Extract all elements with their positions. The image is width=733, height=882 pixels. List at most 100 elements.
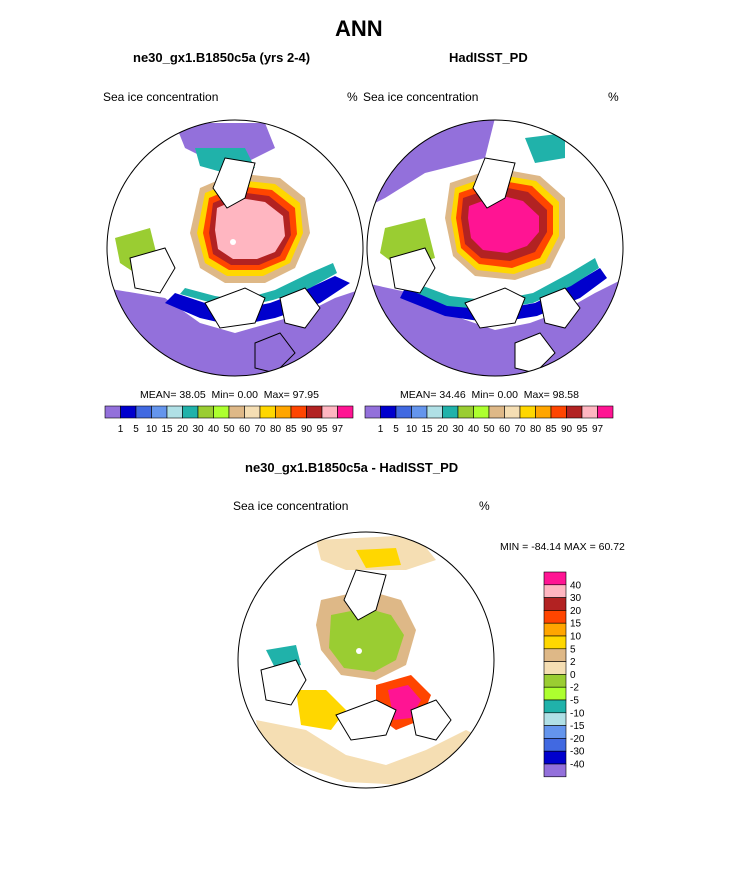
panel1-mean-value: 38.05 (179, 389, 206, 401)
panel1-left-label: Sea ice concentration (103, 90, 219, 104)
panel2-colorbar-swatch (380, 405, 397, 419)
panel3-colorbar-swatch (543, 571, 567, 586)
panel3-colorbar-swatch (543, 725, 567, 739)
panel1-colorbar-tick-label: 90 (301, 424, 313, 435)
panel2-ice-edge-blue (400, 268, 607, 323)
panel3-colorbar-swatch (543, 622, 567, 637)
panel1-colorbar-tick-label: 10 (146, 424, 158, 435)
panel2-colorbar-tick-label: 1 (378, 424, 384, 435)
panel2-colorbar-swatch (364, 405, 381, 419)
panel1-title: ne30_gx1.B1850c5a (yrs 2-4) (133, 50, 311, 65)
panel1-colorbar-tick-label: 30 (192, 424, 204, 435)
panel3-colorbar-swatch (543, 738, 567, 752)
panel1-colorbar-swatch (166, 405, 183, 419)
panel2-colorbar-tick-label: 40 (468, 424, 480, 435)
panel1-colorbar-swatch (275, 405, 292, 419)
panel3-colorbar-tick-label: 2 (570, 657, 576, 668)
panel1-colorbar-tick-label: 70 (254, 424, 266, 435)
panel2-colorbar-swatch (457, 405, 474, 419)
panel2-colorbar-tick-label: 15 (421, 424, 433, 435)
panel2-pack-ice-core (468, 195, 539, 253)
panel2-mean-value: 34.46 (439, 389, 466, 401)
panel1-polar-map (106, 119, 364, 377)
panel1-colorbar-tick-label: 50 (223, 424, 235, 435)
panel3-colorbar-tick-label: -40 (570, 760, 585, 771)
panel3-minmax: MIN = -84.14 MAX = 60.72 (500, 541, 625, 553)
panel1-colorbar-tick-label: 95 (316, 424, 328, 435)
panel2-min-value: 0.00 (497, 389, 518, 401)
panel1-colorbar: 1 5 10 15 20 30 40 50 60 70 80 85 90 95 97 (104, 405, 354, 435)
panel1-colorbar-tick-label: 5 (133, 424, 139, 435)
panel2-colorbar-swatch (488, 405, 505, 419)
panel1-colorbar-tick-label: 40 (208, 424, 220, 435)
panel2-colorbar-swatch (473, 405, 490, 419)
panel1-right-label: % (347, 90, 358, 104)
panel1-ocean-low (107, 288, 363, 376)
panel1-colorbar-swatch (228, 405, 245, 419)
panel2-colorbar-swatch (504, 405, 521, 419)
panel3-colorbar-tick-label: -20 (570, 734, 585, 745)
panel3-colorbar-swatch (543, 597, 567, 611)
panel3-colorbar-swatch (543, 763, 567, 778)
panel2-colorbar-tick-label: 85 (545, 424, 557, 435)
panel1-greenland (212, 157, 256, 209)
panel1-colorbar-swatch (259, 405, 276, 419)
panel3-colorbar-tick-label: -5 (570, 696, 579, 707)
panel2-colorbar-tick-label: 95 (576, 424, 588, 435)
panel2-mean-label: MEAN= (400, 389, 437, 401)
panel1-colorbar-swatch (120, 405, 137, 419)
panel1-colorbar-swatch (151, 405, 168, 419)
panel2-colorbar-swatch (395, 405, 412, 419)
panel2-max-label: Max= (523, 389, 550, 401)
panel2-colorbar-swatch (566, 405, 583, 419)
panel3-polar-map (237, 531, 495, 789)
panel2-max-value: 98.58 (552, 389, 579, 401)
panel2-colorbar-tick-label: 90 (561, 424, 573, 435)
panel3-colorbar-swatch (543, 699, 567, 714)
figure-title: ANN (335, 16, 383, 41)
panel1-colorbar-tick-label: 97 (332, 424, 344, 435)
panel1-colorbar-tick-label: 15 (161, 424, 173, 435)
panel2-colorbar-tick-label: 70 (514, 424, 526, 435)
panel2-colorbar-swatch (519, 405, 536, 419)
panel3-colorbar-tick-label: 5 (570, 644, 576, 655)
panel2-colorbar-tick-label: 5 (393, 424, 399, 435)
panel2-colorbar-swatch (535, 405, 552, 419)
panel2-colorbar-swatch (581, 405, 598, 419)
panel3-colorbar-swatch (543, 584, 567, 598)
panel2-title: HadISST_PD (449, 50, 528, 65)
panel2-min-label: Min= (471, 389, 495, 401)
panel1-ice-edge-green (180, 263, 337, 308)
panel3-left-label: Sea ice concentration (233, 499, 349, 513)
panel3-colorbar-tick-label: 30 (570, 593, 582, 604)
panel3-colorbar-swatch (543, 712, 567, 726)
panel1-colorbar-tick-label: 60 (239, 424, 251, 435)
panel2-colorbar-tick-label: 10 (406, 424, 418, 435)
panel2-colorbar-swatch (411, 405, 428, 419)
panel3-colorbar-tick-label: -15 (570, 721, 585, 732)
panel2-colorbar-tick-label: 20 (437, 424, 449, 435)
panel1-max-label: Max= (263, 389, 290, 401)
panel1-colorbar-swatch (104, 405, 121, 419)
panel3-colorbar-tick-label: -10 (570, 708, 585, 719)
panel2-colorbar-swatch (442, 405, 459, 419)
panel2-colorbar-swatch (597, 405, 614, 419)
panel3-right-label: % (479, 499, 490, 513)
panel2-polar-map (366, 119, 624, 377)
panel1-colorbar-swatch (213, 405, 230, 419)
panel1-min-label: Min= (211, 389, 235, 401)
panel3-colorbar-tick-label: 15 (570, 619, 582, 630)
panel3-colorbar-tick-label: 40 (570, 580, 582, 591)
panel2-colorbar-tick-label: 30 (452, 424, 464, 435)
panel2-colorbar: 1 5 10 15 20 30 40 50 60 70 80 85 90 95 97 (364, 405, 614, 435)
panel1-colorbar-swatch (197, 405, 214, 419)
panel1-colorbar-swatch (290, 405, 307, 419)
panel3-title: ne30_gx1.B1850c5a - HadISST_PD (245, 460, 459, 475)
panel3-colorbar-swatch (543, 674, 567, 688)
panel3-colorbar-swatch (543, 661, 567, 675)
panel3-colorbar-swatch (543, 750, 567, 765)
panel1-max-value: 97.95 (292, 389, 319, 401)
panel3-colorbar-tick-label: 0 (570, 670, 576, 681)
panel3-colorbar-tick-label: 20 (570, 606, 582, 617)
panel2-colorbar-swatch (426, 405, 443, 419)
